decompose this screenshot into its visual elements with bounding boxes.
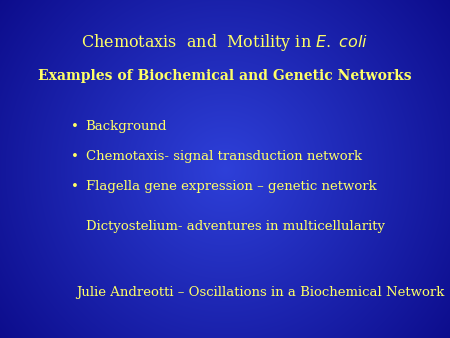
Text: Background: Background <box>86 120 167 133</box>
Text: Chemotaxis- signal transduction network: Chemotaxis- signal transduction network <box>86 150 362 163</box>
Text: •: • <box>71 120 79 133</box>
Text: Chemotaxis  and  Motility in $\it{E.\ coli}$: Chemotaxis and Motility in $\it{E.\ coli… <box>81 32 369 53</box>
Text: Dictyostelium- adventures in multicellularity: Dictyostelium- adventures in multicellul… <box>86 220 384 233</box>
Text: Julie Andreotti – Oscillations in a Biochemical Network: Julie Andreotti – Oscillations in a Bioc… <box>76 286 445 299</box>
Text: •: • <box>71 150 79 163</box>
Text: Flagella gene expression – genetic network: Flagella gene expression – genetic netwo… <box>86 180 376 193</box>
Text: Examples of Biochemical and Genetic Networks: Examples of Biochemical and Genetic Netw… <box>38 69 412 83</box>
Text: •: • <box>71 180 79 193</box>
